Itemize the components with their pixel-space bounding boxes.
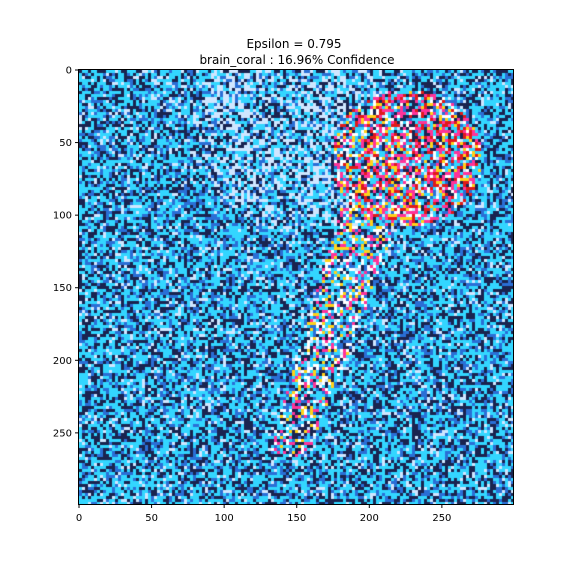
y-tick-label: 0 <box>66 66 72 77</box>
y-tick-label: 100 <box>53 211 72 222</box>
x-tick-label: 200 <box>360 513 379 524</box>
x-tick-label: 0 <box>76 513 82 524</box>
chart-title: Epsilon = 0.795 <box>246 37 341 51</box>
y-tick-label: 50 <box>59 138 72 149</box>
axes-frame <box>78 69 514 505</box>
x-axis: 0 50 100 150 200 250 <box>76 504 451 524</box>
y-axis: 0 50 100 150 200 250 <box>53 66 79 439</box>
chart-subtitle: brain_coral : 16.96% Confidence <box>199 53 394 67</box>
adversarial-image <box>79 70 513 504</box>
noise-canvas <box>79 70 513 504</box>
y-tick-label: 200 <box>53 356 72 367</box>
y-tick-label: 150 <box>53 283 72 294</box>
x-tick-label: 150 <box>287 513 306 524</box>
y-tick-label: 250 <box>53 428 72 439</box>
image-pixels <box>79 70 513 504</box>
x-tick-label: 50 <box>145 513 158 524</box>
x-tick-label: 250 <box>432 513 451 524</box>
x-tick-label: 100 <box>215 513 234 524</box>
